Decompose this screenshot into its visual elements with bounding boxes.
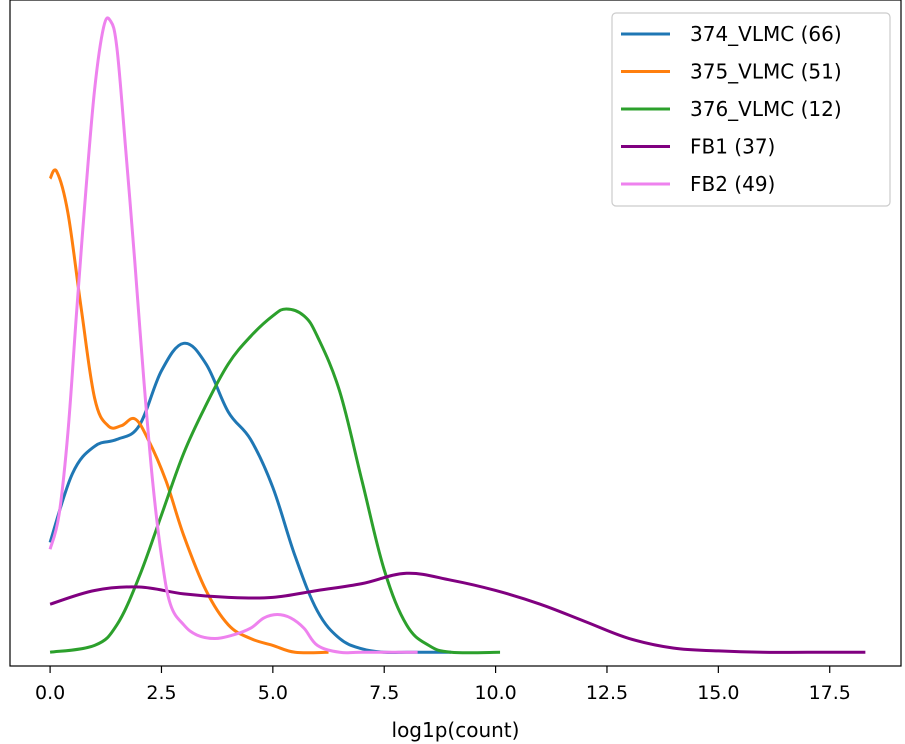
- series-line-3: [49, 571, 866, 654]
- series-line-4: [48, 16, 418, 655]
- legend-label: 375_VLMC (51): [690, 60, 842, 84]
- plot-frame: [9, 0, 902, 667]
- x-tick-label: 10.0: [474, 682, 516, 704]
- x-tick-label: 12.5: [586, 682, 628, 704]
- legend-label: FB1 (37): [690, 135, 775, 159]
- x-axis: 0.0 2.5 5.0 7.5 10.0 12.5 15.0 17.5: [35, 666, 851, 704]
- series-layer: [48, 16, 866, 655]
- legend-label: 374_VLMC (66): [690, 22, 842, 46]
- x-tick-label: 17.5: [809, 682, 851, 704]
- legend-label: 376_VLMC (12): [690, 97, 842, 121]
- x-tick-label: 5.0: [258, 682, 288, 704]
- series-line-1: [48, 168, 329, 655]
- x-tick-label: 2.5: [146, 682, 176, 704]
- x-tick-label: 15.0: [697, 682, 739, 704]
- x-tick-label: 0.0: [35, 682, 65, 704]
- legend-label: FB2 (49): [690, 172, 775, 196]
- series-line-2: [49, 307, 501, 655]
- x-tick-label: 7.5: [369, 682, 399, 704]
- x-axis-label: log1p(count): [392, 718, 520, 742]
- legend-box: [611, 12, 891, 207]
- legend: 374_VLMC (66) 375_VLMC (51) 376_VLMC (12) F…: [611, 12, 891, 207]
